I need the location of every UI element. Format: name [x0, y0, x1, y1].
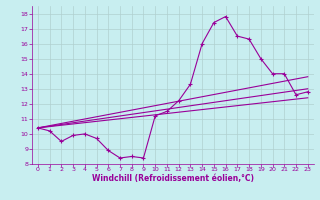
X-axis label: Windchill (Refroidissement éolien,°C): Windchill (Refroidissement éolien,°C)	[92, 174, 254, 183]
